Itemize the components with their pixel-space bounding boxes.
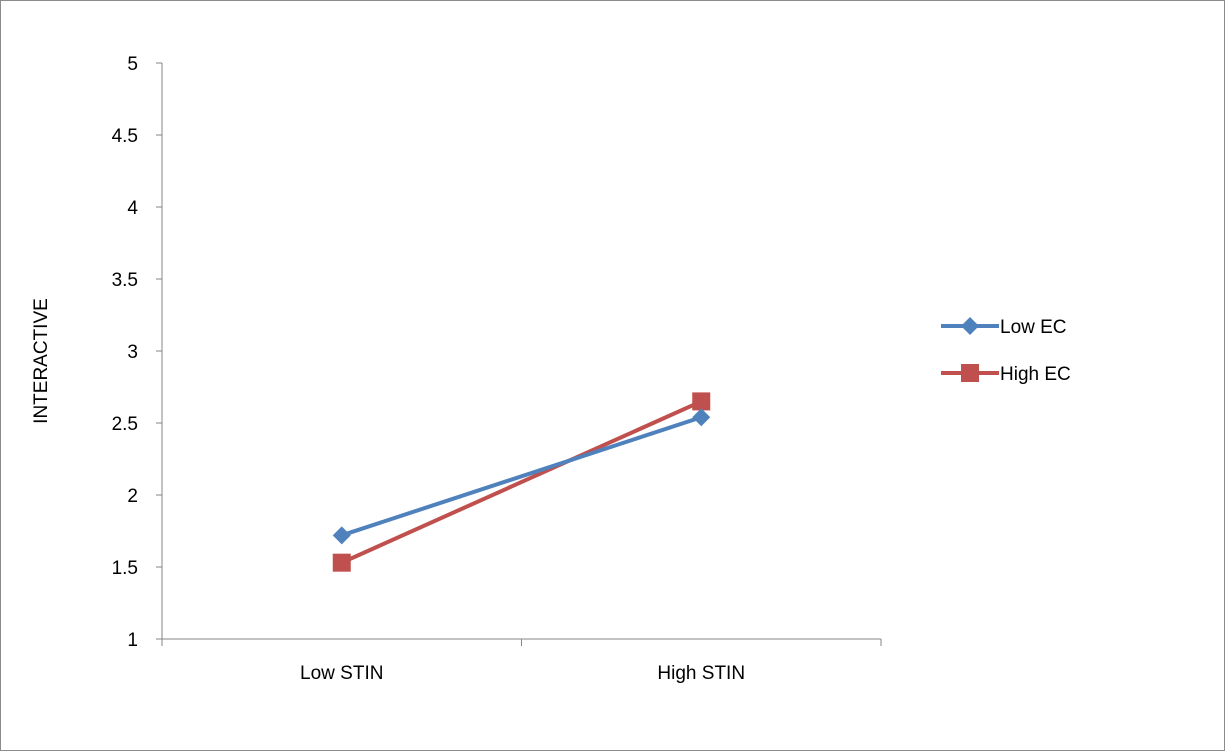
x-tick-label: High STIN (657, 663, 745, 684)
series-line (340, 399, 703, 565)
y-axis-label: INTERACTIVE (31, 298, 52, 424)
series-group (332, 392, 711, 572)
y-tick-label: 3 (127, 342, 138, 363)
x-ticks: Low STIN High STIN (161, 639, 882, 684)
data-point (332, 553, 351, 572)
legend-marker (961, 317, 979, 335)
legend-item: Low EC (941, 317, 1067, 338)
legend-marker (961, 364, 979, 382)
data-point (692, 392, 711, 411)
y-tick-label: 5 (127, 54, 138, 75)
y-tick-label: 1.5 (112, 558, 138, 579)
data-point (692, 408, 711, 427)
series-high-ec (332, 392, 711, 572)
y-tick-label: 3.5 (112, 270, 138, 291)
y-ticks: 1 1.5 2 2.5 3 3.5 4 4.5 5 (112, 54, 162, 651)
axes (161, 63, 881, 640)
series-low-ec (332, 408, 711, 545)
legend: Low EC High EC (941, 317, 1071, 385)
legend-label: Low EC (1000, 317, 1067, 338)
legend-label: High EC (1000, 364, 1071, 385)
series-line (341, 415, 702, 538)
y-tick-label: 4 (127, 198, 138, 219)
x-tick-label: Low STIN (300, 663, 383, 684)
data-point (332, 526, 351, 545)
y-tick-label: 4.5 (112, 126, 138, 147)
legend-item: High EC (941, 364, 1071, 385)
y-tick-label: 2 (127, 486, 138, 507)
y-tick-label: 1 (127, 630, 138, 651)
y-tick-label: 2.5 (112, 414, 138, 435)
